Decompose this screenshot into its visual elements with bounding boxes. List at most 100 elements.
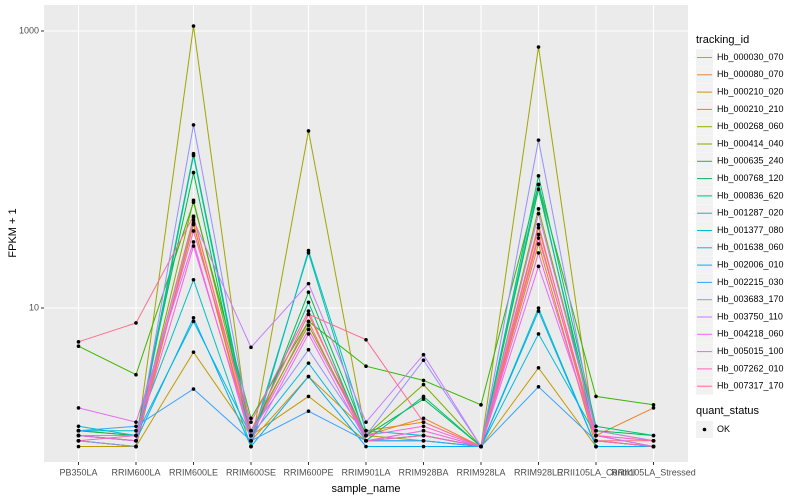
x-tick-label: RRIM600SE [226, 467, 276, 477]
data-point [306, 300, 311, 305]
data-point [249, 420, 253, 424]
x-tick-label: RRIM600LA [111, 467, 160, 477]
legend-label: Hb_003683_170 [717, 294, 784, 304]
data-point [191, 123, 196, 127]
data-point [651, 403, 656, 407]
legend-label: Hb_000836_620 [717, 190, 784, 200]
data-point [76, 406, 81, 410]
data-point [364, 337, 368, 342]
data-point [594, 433, 598, 438]
data-point [76, 444, 81, 449]
x-tick-label: RRIM928LA [456, 467, 505, 477]
data-point [536, 211, 541, 216]
legend-label: Hb_000268_060 [717, 121, 784, 131]
legend-label: Hb_001287_020 [717, 208, 784, 218]
data-point [364, 420, 368, 424]
x-tick-label: RRIM600PE [283, 467, 333, 477]
data-point [76, 424, 81, 429]
data-point [536, 187, 541, 192]
data-point [536, 232, 541, 237]
data-point [191, 170, 196, 175]
data-point [191, 24, 196, 28]
data-point [536, 174, 541, 178]
data-point [191, 315, 196, 320]
data-point [191, 387, 196, 391]
x-tick-label: PB350LA [59, 467, 97, 477]
data-point [651, 444, 656, 449]
data-point [76, 438, 81, 443]
data-point [134, 424, 138, 429]
data-point [536, 242, 541, 246]
data-point [421, 382, 426, 387]
data-point [306, 309, 311, 313]
legend-label: Hb_000635_240 [717, 156, 784, 166]
legend-label: Hb_001377_080 [717, 225, 784, 235]
x-tick-label: RRIM928BA [398, 467, 448, 477]
data-point [536, 182, 541, 187]
data-point [594, 394, 598, 399]
data-point [479, 403, 483, 407]
data-point [536, 225, 541, 230]
data-point [76, 340, 81, 344]
data-point [536, 332, 541, 336]
data-point [651, 438, 656, 443]
legend-label: Hb_003750_110 [717, 311, 783, 321]
data-point [421, 394, 426, 399]
data-point [249, 428, 253, 433]
data-point [536, 222, 541, 227]
legend-label: Hb_000080_070 [717, 69, 784, 79]
data-point [306, 129, 311, 133]
data-point [306, 319, 311, 324]
data-point [249, 444, 253, 449]
data-point [594, 428, 598, 433]
x-tick-label: RRII105LA_Control [557, 467, 635, 477]
legend-label: Hb_004218_060 [717, 329, 784, 339]
legend-label: Hb_007317_170 [717, 381, 784, 391]
data-point [421, 397, 426, 401]
legend-title: tracking_id [696, 34, 749, 46]
legend-label: Hb_000210_210 [717, 104, 784, 114]
data-point [364, 428, 368, 433]
data-point [191, 221, 196, 225]
x-tick-label: RRIM600LE [169, 467, 218, 477]
data-point [306, 374, 311, 379]
legend-label: Hb_007262_010 [717, 363, 784, 373]
x-axis-title: sample_name [331, 483, 400, 495]
data-point [536, 384, 541, 389]
legend-label: Hb_002006_010 [717, 259, 784, 269]
data-point [364, 364, 368, 369]
data-point [76, 433, 81, 438]
data-point [594, 438, 598, 443]
data-point [134, 433, 138, 438]
legend-label: Hb_000414_040 [717, 138, 784, 148]
data-point [421, 428, 426, 433]
data-point [191, 200, 196, 205]
data-point [191, 153, 196, 158]
data-point [364, 438, 368, 443]
data-point [134, 428, 138, 433]
legend-label: Hb_000768_120 [717, 173, 784, 183]
data-point [76, 428, 81, 433]
data-point [479, 444, 483, 449]
data-point [421, 378, 426, 383]
data-point [536, 236, 541, 240]
data-point [306, 409, 311, 413]
data-point [249, 433, 253, 438]
data-point [306, 347, 311, 352]
data-point [536, 264, 541, 269]
data-point [191, 277, 196, 282]
data-point [191, 218, 196, 223]
legend-label: OK [717, 424, 730, 434]
data-point [249, 438, 253, 443]
data-point [249, 345, 253, 350]
data-point [306, 327, 311, 332]
data-point [306, 394, 311, 399]
data-point [536, 207, 541, 211]
data-point [306, 281, 311, 286]
data-point [364, 433, 368, 438]
data-point [191, 214, 196, 219]
data-point [536, 251, 541, 255]
y-tick-label: 10 [29, 302, 39, 312]
data-point [421, 420, 426, 424]
